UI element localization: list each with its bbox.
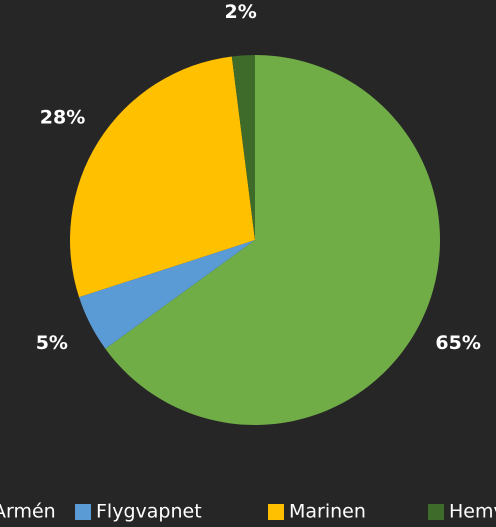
legend-label: Armén (0, 501, 56, 523)
data-label: 28% (40, 106, 85, 128)
pie-slice (105, 55, 441, 426)
pie-slice (79, 240, 256, 349)
pie-slice (231, 55, 255, 240)
data-label: 2% (225, 1, 257, 23)
legend-swatch (428, 504, 444, 520)
data-label: 5% (36, 332, 68, 354)
legend-label: Marinen (289, 501, 366, 523)
legend-label: Hemvärnet (449, 501, 496, 523)
data-label: 65% (435, 332, 480, 354)
legend-swatch (75, 504, 91, 520)
pie-slice (69, 56, 255, 298)
legend-label: Flygvapnet (96, 501, 202, 523)
legend-swatch (268, 504, 284, 520)
